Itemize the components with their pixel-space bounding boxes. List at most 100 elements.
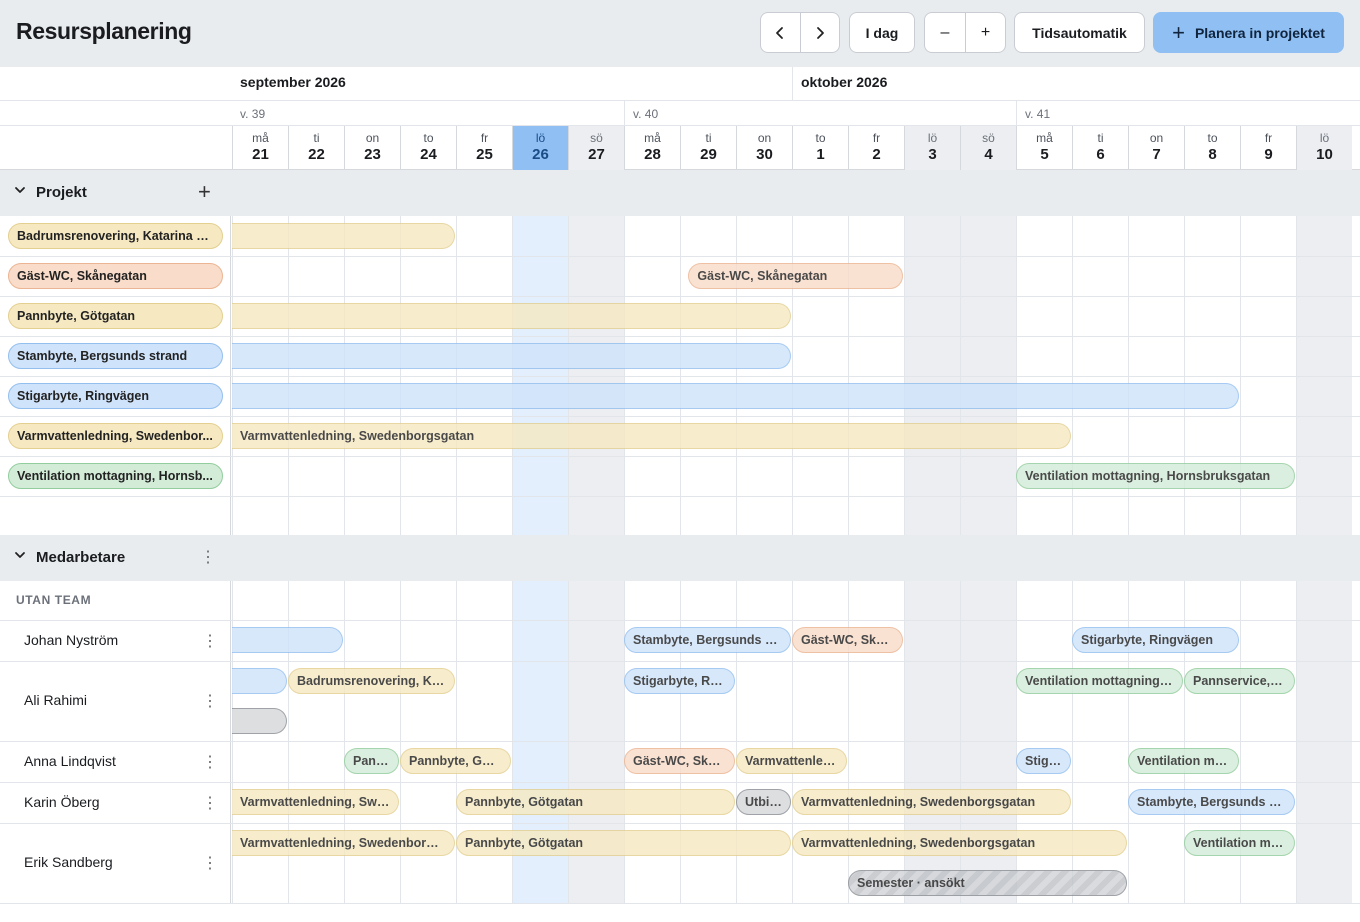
staff-section-header[interactable]: Medarbetare ⋮ bbox=[0, 535, 1360, 581]
project-chip[interactable]: Varmvattenledning, Swedenbor... bbox=[8, 423, 223, 449]
week-divider bbox=[1016, 101, 1017, 126]
project-chip[interactable]: Ventilation mottagning, Hornsb... bbox=[8, 463, 223, 489]
day-column-header[interactable]: ti 6 bbox=[1072, 126, 1128, 170]
booking-bar[interactable]: Semester · ansökt bbox=[848, 870, 1127, 896]
kebab-menu-icon[interactable]: ⋮ bbox=[202, 693, 218, 710]
day-column-header[interactable]: ti 29 bbox=[680, 126, 736, 170]
day-date: 8 bbox=[1208, 146, 1217, 163]
team-label: UTAN TEAM bbox=[16, 593, 92, 607]
day-column-header[interactable]: on 7 bbox=[1128, 126, 1184, 170]
employee-name[interactable]: Anna Lindqvist bbox=[24, 752, 116, 769]
day-name: må bbox=[644, 131, 661, 145]
booking-bar[interactable]: Stigarbyte, Ringvägen bbox=[1072, 627, 1239, 653]
day-column-header[interactable]: fr 25 bbox=[456, 126, 512, 170]
day-column-header[interactable]: lö 3 bbox=[904, 126, 960, 170]
booking-bar[interactable]: Pannbyte, Götgatan bbox=[456, 789, 735, 815]
day-grid-column bbox=[400, 581, 456, 903]
day-grid-column bbox=[1184, 581, 1240, 903]
booking-bar[interactable]: Ventilation mottagning, Hornsbruksgatan bbox=[1184, 830, 1295, 856]
kebab-menu-icon[interactable]: ⋮ bbox=[202, 753, 218, 771]
today-button[interactable]: I dag bbox=[849, 12, 915, 53]
chevron-down-icon[interactable] bbox=[14, 548, 26, 564]
booking-bar[interactable]: Varmvattenledning, Swedenborgsgatan bbox=[792, 830, 1127, 856]
booking-bar[interactable] bbox=[232, 708, 287, 734]
employee-name[interactable]: Johan Nyström bbox=[24, 631, 119, 648]
prev-button[interactable] bbox=[761, 13, 800, 52]
plan-project-button[interactable]: + Planera in projektet bbox=[1153, 12, 1344, 53]
day-column-header[interactable]: lö 26 bbox=[512, 126, 568, 170]
employee-name[interactable]: Ali Rahimi bbox=[24, 692, 88, 708]
auto-scheduling-button[interactable]: Tidsautomatik bbox=[1014, 12, 1145, 53]
kebab-menu-icon[interactable]: ⋮ bbox=[202, 632, 218, 650]
day-grid-column bbox=[1240, 216, 1296, 535]
booking-bar[interactable]: Varmvattenledning, Swedenborgsgatan bbox=[232, 830, 455, 856]
booking-bar[interactable]: Pannbyte, Götgatan bbox=[344, 748, 399, 774]
add-project-icon[interactable]: + bbox=[198, 179, 211, 204]
day-column-header[interactable]: to 8 bbox=[1184, 126, 1240, 170]
day-grid-column bbox=[1128, 216, 1184, 535]
kebab-menu-icon[interactable]: ⋮ bbox=[202, 794, 218, 812]
day-column-header[interactable]: må 5 bbox=[1016, 126, 1072, 170]
projects-section-header[interactable]: Projekt + bbox=[0, 170, 1360, 216]
day-column-header[interactable]: fr 2 bbox=[848, 126, 904, 170]
project-list: Badrumsrenovering, Katarina B... Gäst-WC,… bbox=[0, 216, 231, 535]
kebab-menu-icon[interactable]: ⋮ bbox=[202, 855, 218, 872]
booking-bar[interactable]: Ventilation mottagning, Hornsbruksgatan bbox=[1128, 748, 1239, 774]
project-chip[interactable]: Gäst-WC, Skånegatan bbox=[8, 263, 223, 289]
booking-bar[interactable]: Stambyte, Bergsunds strand bbox=[624, 627, 791, 653]
project-chip[interactable]: Pannbyte, Götgatan bbox=[8, 303, 223, 329]
booking-bar[interactable]: Varmvattenledning, Swedenborgsgatan bbox=[792, 789, 1071, 815]
day-grid-column bbox=[680, 581, 736, 903]
booking-bar[interactable]: Pannbyte, Götgatan bbox=[456, 830, 791, 856]
day-grid-column bbox=[1072, 216, 1128, 535]
project-timeline-bar[interactable]: Ventilation mottagning, Hornsbruksgatan bbox=[1016, 463, 1295, 489]
booking-bar[interactable] bbox=[232, 668, 287, 694]
project-chip[interactable]: Badrumsrenovering, Katarina B... bbox=[8, 223, 223, 249]
project-chip[interactable]: Stigarbyte, Ringvägen bbox=[8, 383, 223, 409]
chevron-down-icon[interactable] bbox=[14, 183, 26, 199]
booking-bar[interactable]: Gäst-WC, Skånegatan bbox=[624, 748, 735, 774]
day-column-header[interactable]: to 24 bbox=[400, 126, 456, 170]
day-column-header[interactable]: on 30 bbox=[736, 126, 792, 170]
day-column-header[interactable]: lö 10 bbox=[1296, 126, 1352, 170]
booking-bar[interactable]: Stambyte, Bergsunds strand bbox=[1128, 789, 1295, 815]
next-button[interactable] bbox=[799, 13, 839, 52]
day-column-header[interactable]: sö 27 bbox=[568, 126, 624, 170]
kebab-menu-icon[interactable]: ⋮ bbox=[200, 549, 216, 566]
booking-bar[interactable]: Varmvattenledning, Swedenborgsgatan bbox=[232, 789, 399, 815]
employee-name[interactable]: Erik Sandberg bbox=[24, 854, 113, 870]
booking-bar[interactable]: Gäst-WC, Skånegatan bbox=[792, 627, 903, 653]
booking-bar[interactable]: Badrumsrenovering, Katarina Bangata bbox=[288, 668, 455, 694]
booking-bar[interactable]: Ventilation mottagning, Hornsbruksgatan bbox=[1016, 668, 1183, 694]
booking-bar[interactable]: Varmvattenledning, Swedenborgsgatan bbox=[736, 748, 847, 774]
booking-bar[interactable]: Stigarbyte, Ringvägen bbox=[1016, 748, 1071, 774]
zoom-in-button[interactable]: + bbox=[965, 13, 1005, 52]
project-timeline-bar[interactable] bbox=[232, 383, 1239, 409]
project-timeline-bar[interactable] bbox=[232, 303, 791, 329]
zoom-out-button[interactable]: – bbox=[940, 23, 950, 41]
day-name: on bbox=[1149, 131, 1164, 145]
day-column-header[interactable]: on 23 bbox=[344, 126, 400, 170]
day-column-header[interactable]: fr 9 bbox=[1240, 126, 1296, 170]
week-label: v. 39 bbox=[240, 107, 266, 121]
booking-bar[interactable]: Pannservice, Götgatan bbox=[1184, 668, 1295, 694]
day-column-header[interactable]: må 28 bbox=[624, 126, 680, 170]
day-grid-column bbox=[680, 216, 736, 535]
employee-name[interactable]: Karin Öberg bbox=[24, 793, 100, 810]
day-name: sö bbox=[982, 131, 995, 145]
day-column-header[interactable]: ti 22 bbox=[288, 126, 344, 170]
project-timeline-bar[interactable] bbox=[232, 223, 455, 249]
booking-bar[interactable] bbox=[232, 627, 343, 653]
day-grid-column bbox=[624, 216, 680, 535]
day-date: 24 bbox=[420, 146, 437, 163]
project-chip[interactable]: Stambyte, Bergsunds strand bbox=[8, 343, 223, 369]
day-column-header[interactable]: to 1 bbox=[792, 126, 848, 170]
day-column-header[interactable]: må 21 bbox=[232, 126, 288, 170]
booking-bar[interactable]: Stigarbyte, Ringvägen bbox=[624, 668, 735, 694]
project-timeline-bar[interactable]: Varmvattenledning, Swedenborgsgatan bbox=[232, 423, 1071, 449]
project-timeline-bar[interactable]: Gäst-WC, Skånegatan bbox=[688, 263, 903, 289]
booking-bar[interactable]: Pannbyte, Götgatan bbox=[400, 748, 511, 774]
day-column-header[interactable]: sö 4 bbox=[960, 126, 1016, 170]
project-timeline-bar[interactable] bbox=[232, 343, 791, 369]
booking-bar[interactable]: Utbildning bbox=[736, 789, 791, 815]
